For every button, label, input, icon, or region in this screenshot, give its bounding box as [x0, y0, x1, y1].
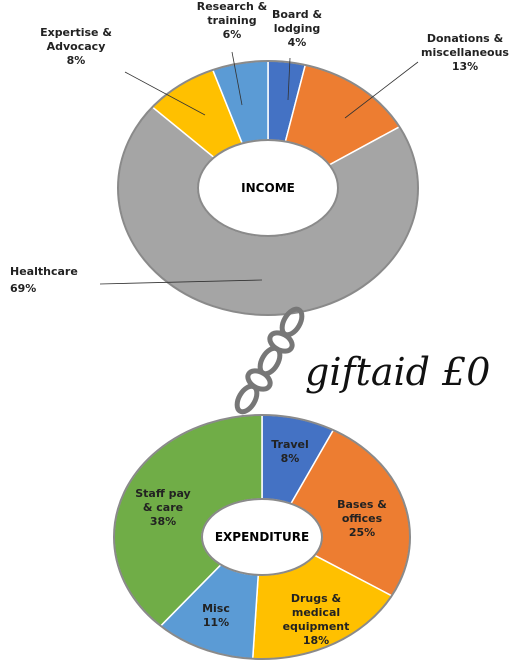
value-label: 4% [288, 36, 307, 49]
slice-label: Misc [202, 602, 230, 615]
slice-label: Staff pay& care [135, 487, 190, 514]
value-label: 6% [223, 28, 242, 41]
slice-label: Board &lodging [272, 8, 322, 35]
value-label: 38% [150, 515, 176, 528]
value-label: 8% [281, 452, 300, 465]
annotation: giftaid £0 [305, 350, 490, 394]
chain [233, 306, 306, 415]
value-label: 13% [452, 60, 478, 73]
value-label: 8% [67, 54, 86, 67]
value-label: 69% [10, 282, 36, 295]
slice-label: Research &training [197, 0, 268, 27]
slice-label: Travel [271, 438, 309, 451]
value-label: 11% [203, 616, 229, 629]
value-label: 25% [349, 526, 375, 539]
value-label: 18% [303, 634, 329, 647]
slice-label: Bases &offices [337, 498, 387, 525]
slice-label: Expertise &Advocacy [40, 26, 112, 53]
slice-label: Healthcare [10, 265, 78, 278]
slice-label: Donations &miscellaneous [421, 32, 509, 59]
infographic: INCOME Board &lodging4% Donations &miscell… [0, 0, 517, 663]
center-label: INCOME [241, 181, 295, 195]
center-label: EXPENDITURE [215, 530, 309, 544]
